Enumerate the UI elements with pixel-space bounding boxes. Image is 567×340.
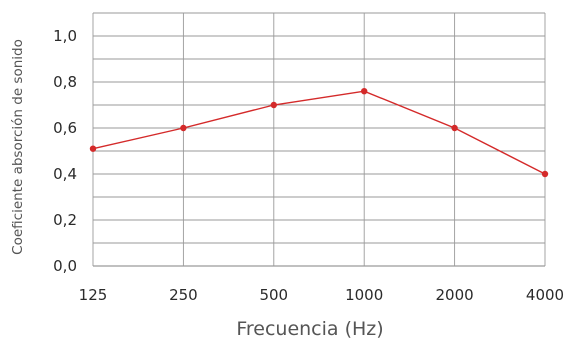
y-axis-label: Coeficiente absorción de sonido	[10, 39, 26, 255]
data-point	[270, 101, 277, 109]
x-tick-label: 500	[259, 286, 288, 304]
x-tick-label: 250	[169, 286, 198, 304]
series-group	[89, 88, 549, 178]
grid	[92, 12, 546, 267]
data-point	[180, 124, 187, 132]
y-tick-label: 0,4	[53, 165, 77, 183]
series-line	[92, 90, 546, 175]
y-tick-label: 0,2	[53, 211, 77, 229]
x-tick-labels: 125 250 500 1000 2000 4000	[79, 286, 564, 304]
y-tick-label: 1,0	[53, 27, 77, 45]
data-point	[89, 145, 97, 152]
x-axis-label: Frecuencia (Hz)	[236, 318, 383, 340]
x-tick-label: 1000	[345, 286, 383, 304]
x-tick-label: 125	[79, 286, 108, 304]
y-tick-label: 0,6	[53, 119, 77, 137]
y-tick-label: 0,8	[53, 73, 77, 91]
data-point	[361, 88, 368, 95]
x-tick-label: 2000	[436, 286, 474, 304]
x-tick-label: 4000	[526, 286, 564, 304]
y-tick-label: 0,0	[53, 257, 77, 275]
y-tick-labels: 0,0 0,2 0,4 0,6 0,8 1,0	[53, 27, 77, 275]
data-point	[451, 124, 458, 132]
data-point	[541, 170, 549, 178]
